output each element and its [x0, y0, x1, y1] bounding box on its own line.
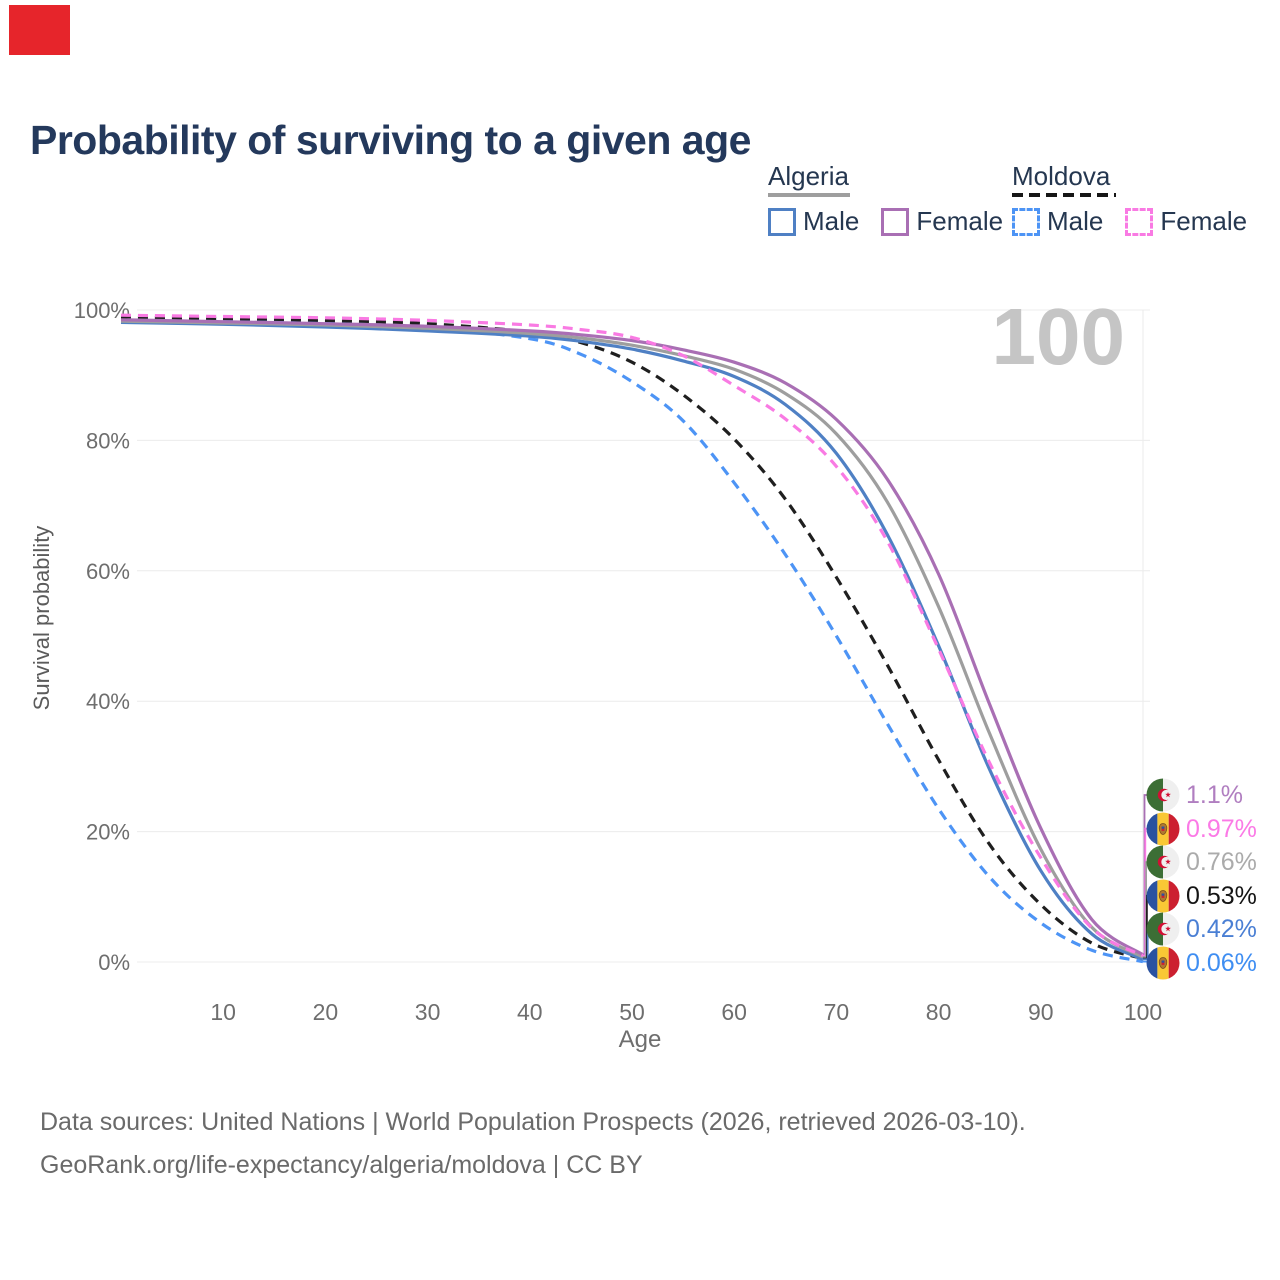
end-label-moldova-female: 0.97%	[1146, 811, 1257, 847]
x-tick-label: 40	[517, 999, 543, 1025]
series-line-moldova-both-sexes	[120, 315, 1144, 961]
series-line-algeria-both-sexes	[120, 319, 1144, 959]
legend-title-algeria: Algeria	[768, 161, 849, 191]
legend-item-algeria-female[interactable]: Female	[881, 206, 1003, 237]
legend-underline-moldova	[1012, 193, 1116, 197]
moldova-flag-icon	[1146, 946, 1180, 980]
end-label-value: 0.06%	[1186, 949, 1257, 977]
y-tick-label: 0%	[98, 950, 130, 975]
x-axis-title: Age	[618, 1026, 662, 1053]
legend-label-algeria-male: Male	[803, 206, 860, 236]
x-tick-label: 90	[1028, 999, 1054, 1025]
y-tick-label: 80%	[86, 428, 130, 453]
end-label-value: 0.53%	[1186, 881, 1257, 910]
series-line-moldova-male	[120, 316, 1144, 964]
swatch-moldova-male-icon	[1012, 207, 1040, 236]
y-tick-label: 40%	[86, 689, 130, 714]
x-tick-label: 10	[210, 999, 236, 1025]
footer-link: GeoRank.org/life-expectancy/algeria/mold…	[40, 1151, 643, 1179]
y-tick-label: 60%	[86, 559, 130, 584]
legend-underline-algeria	[768, 193, 850, 197]
y-axis-title: Survival probability	[29, 525, 54, 711]
end-label-value: 1.1%	[1186, 781, 1243, 809]
end-label-algeria-male: 0.42%	[1146, 911, 1257, 947]
legend-label-moldova-male: Male	[1047, 206, 1104, 236]
legend-label-algeria-female: Female	[916, 206, 1004, 236]
series-line-algeria-male	[120, 320, 1144, 961]
legend-item-algeria-male[interactable]: Male	[768, 206, 859, 237]
footer-sources: Data sources: United Nations | World Pop…	[40, 1108, 1026, 1136]
swatch-algeria-male-icon	[768, 207, 796, 236]
x-tick-label: 50	[619, 999, 645, 1025]
moldova-flag-icon	[1146, 879, 1180, 913]
legend-item-moldova-male[interactable]: Male	[1012, 206, 1103, 237]
algeria-flag-icon	[1146, 845, 1180, 879]
end-label-value: 0.97%	[1186, 814, 1257, 843]
footer: Data sources: United Nations | World Pop…	[40, 1101, 1026, 1187]
legend-title-moldova: Moldova	[1012, 161, 1111, 191]
x-tick-label: 20	[313, 999, 339, 1025]
y-tick-label: 100%	[74, 298, 130, 323]
end-label-value: 0.42%	[1186, 915, 1257, 944]
page-title: Probability of surviving to a given age	[30, 117, 751, 164]
end-label-algeria-both-sexes: 0.76%	[1146, 844, 1257, 880]
end-label-moldova-male: 0.06%	[1146, 945, 1257, 981]
legend-group-algeria: Algeria Male Female	[768, 162, 1003, 237]
x-tick-label: 30	[415, 999, 441, 1025]
x-tick-label: 100	[1124, 999, 1162, 1025]
moldova-flag-icon	[1146, 812, 1180, 846]
x-tick-label: 60	[721, 999, 747, 1025]
legend-group-moldova: Moldova Male Female	[1012, 162, 1247, 237]
end-label-moldova-both-sexes: 0.53%	[1146, 878, 1257, 914]
algeria-flag-icon	[1146, 912, 1180, 946]
swatch-moldova-female-icon	[1125, 207, 1154, 236]
series-line-algeria-female	[120, 318, 1144, 957]
y-tick-label: 20%	[86, 820, 130, 845]
watermark-100: 100	[991, 292, 1125, 381]
algeria-flag-icon	[1146, 778, 1180, 812]
legend-label-moldova-female: Female	[1160, 206, 1248, 236]
x-tick-label: 70	[824, 999, 850, 1025]
legend-item-moldova-female[interactable]: Female	[1125, 206, 1247, 237]
end-label-algeria-female: 1.1%	[1146, 777, 1243, 813]
corner-marker	[9, 5, 70, 55]
x-tick-label: 80	[926, 999, 952, 1025]
end-label-value: 0.76%	[1186, 848, 1257, 877]
swatch-algeria-female-icon	[881, 207, 910, 236]
series-line-moldova-female	[120, 313, 1144, 958]
